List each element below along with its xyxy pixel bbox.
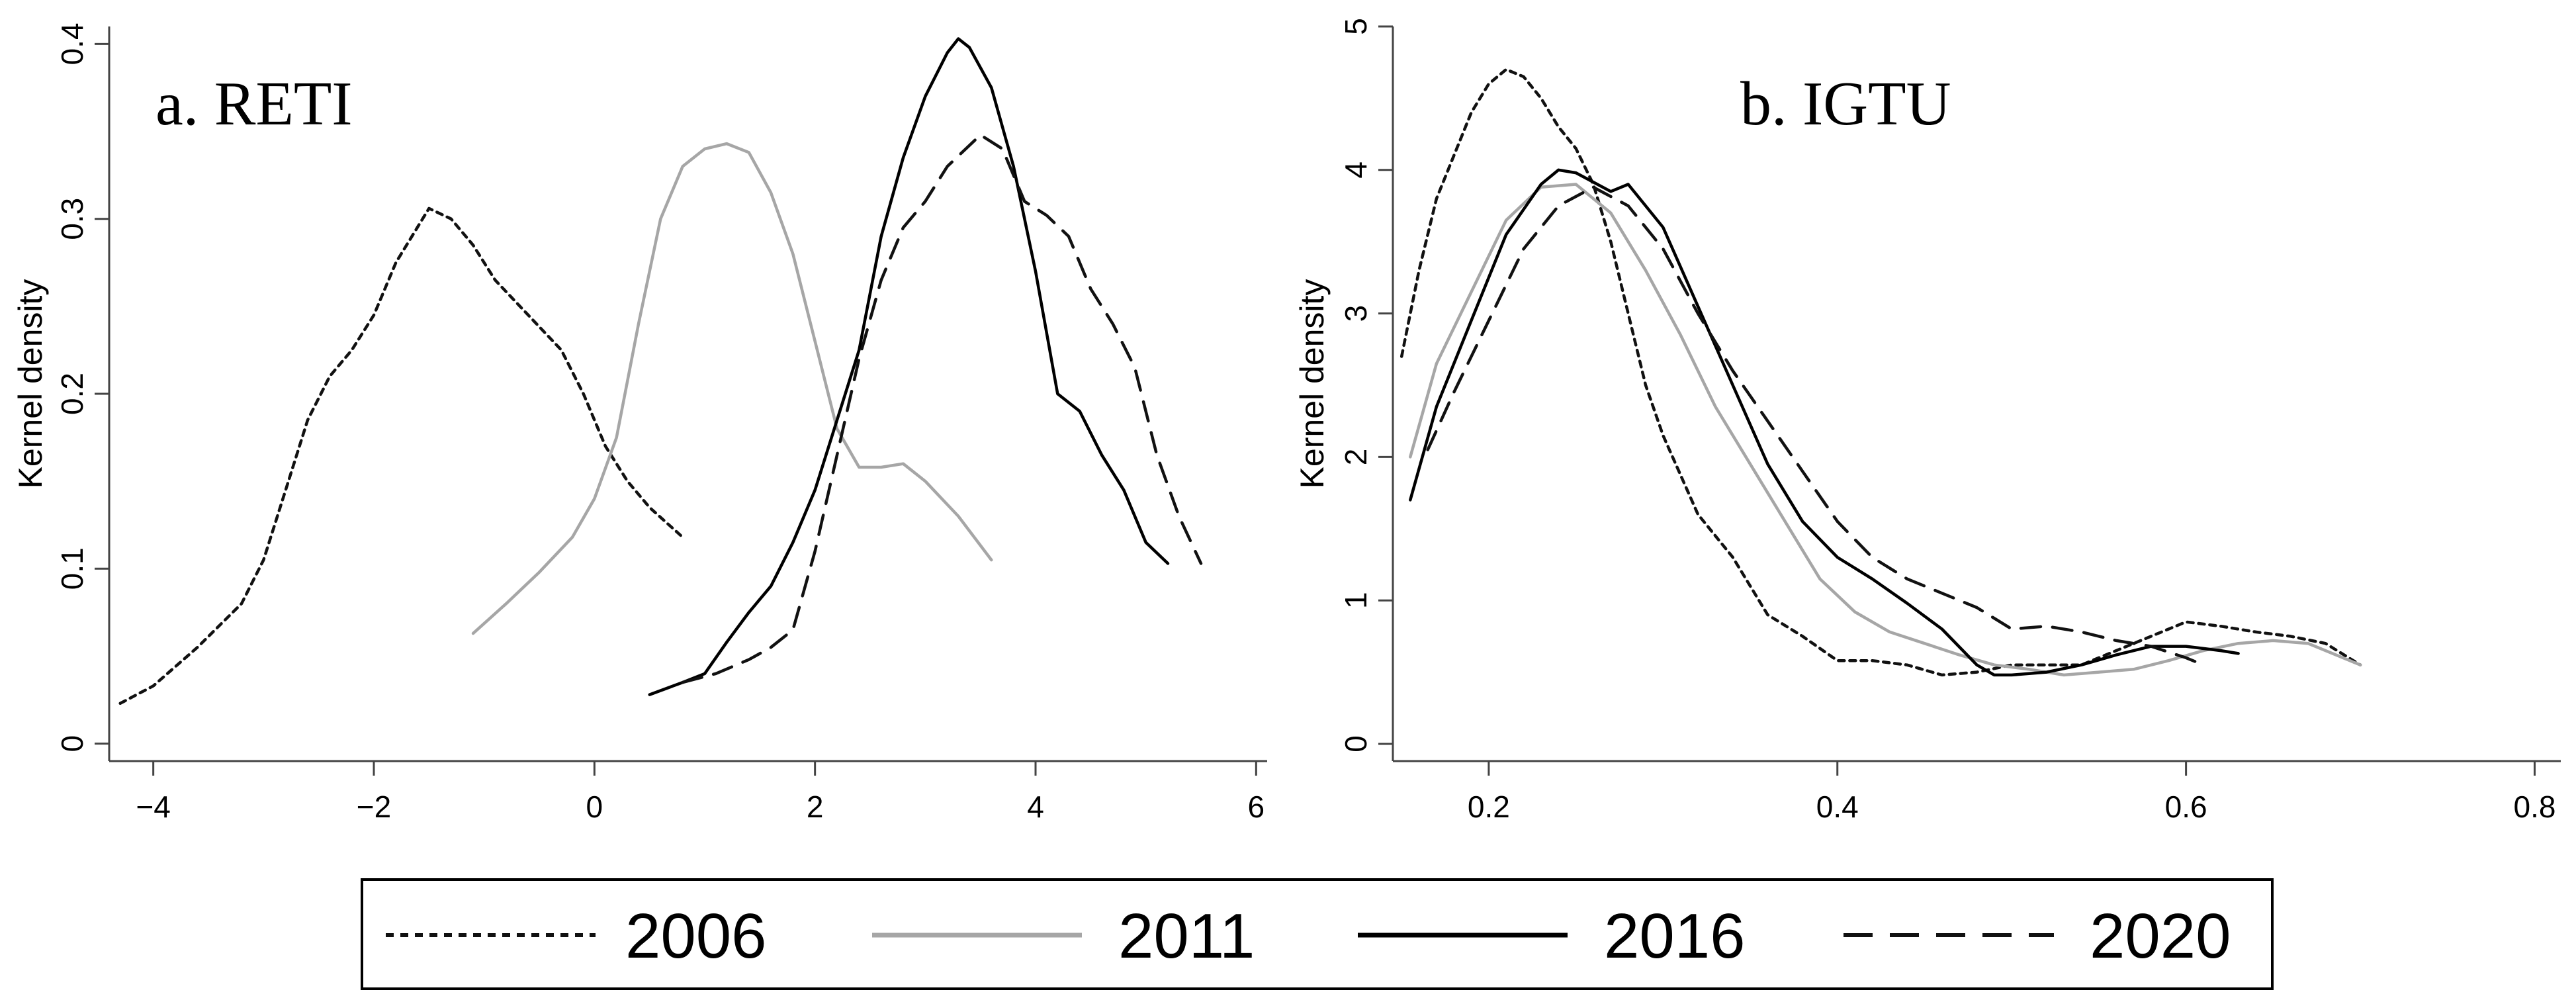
panel-a-axes: −4 −2 0 2 4 6 0 0.1 0.2 0.3 0.4	[55, 23, 1267, 824]
panel-b-xtick-label: 0.2	[1468, 790, 1510, 824]
panel-b-ylabel: Kernel density	[1294, 279, 1331, 489]
panel-b-series	[1399, 68, 2362, 677]
panel-b-xtick-label: 0.6	[2165, 790, 2207, 824]
panel-b-ytick-label: 3	[1339, 305, 1373, 322]
panel-b-xtick-label: 0.8	[2514, 790, 2556, 824]
panel-b-series-2011	[1409, 183, 2362, 677]
legend-label-2006: 2006	[625, 901, 767, 972]
legend-label-2016: 2016	[1604, 901, 1746, 972]
panel-a-xtick-label: −2	[357, 790, 391, 824]
panel-a-xtick-label: −4	[136, 790, 170, 824]
panel-b-axes: 0.2 0.4 0.6 0.8 0 1 2 3 4 5	[1339, 18, 2561, 824]
panel-a-reti: a. RETI Kernel density −4 −2 0 2 4 6 0 0.1 0.2 0.…	[12, 23, 1267, 824]
panel-a-ytick-label: 0.3	[55, 198, 89, 240]
panel-a-xtick-label: 2	[807, 790, 824, 824]
panel-b-ytick-label: 4	[1339, 161, 1373, 179]
panel-a-xtick-label: 6	[1248, 790, 1265, 824]
legend-label-2020: 2020	[2090, 901, 2231, 972]
panel-a-ytick-label: 0.1	[55, 547, 89, 590]
panel-b-igtu: b. IGTU Kernel density 0.2 0.4 0.6 0.8 0 1 2 3 4…	[1294, 18, 2561, 824]
legend: 2006 2011 2016 2020	[361, 878, 2274, 990]
panel-b-ytick-label: 2	[1339, 449, 1373, 466]
panel-a-xtick-label: 0	[586, 790, 603, 824]
panel-a-series-2020	[681, 133, 1203, 684]
panel-b-xtick-label: 0.4	[1816, 790, 1859, 824]
panel-a-series-2006	[118, 206, 684, 705]
panel-b-ytick-label: 5	[1339, 18, 1373, 35]
panel-a-ylabel: Kernel density	[12, 279, 49, 489]
panel-b-title: b. IGTU	[1740, 69, 1951, 138]
panel-a-ytick-label: 0.2	[55, 373, 89, 415]
panel-b-series-2016	[1409, 168, 2240, 677]
panel-a-title: a. RETI	[155, 69, 353, 138]
panel-a-ytick-label: 0	[55, 735, 89, 752]
panel-a-xtick-label: 4	[1027, 790, 1044, 824]
panel-a-series-2016	[648, 37, 1170, 696]
panel-b-ytick-label: 1	[1339, 592, 1373, 609]
legend-label-2011: 2011	[1118, 901, 1255, 972]
panel-a-series	[118, 37, 1203, 705]
panel-a-ytick-label: 0.4	[55, 23, 89, 65]
panel-b-series-2020	[1426, 185, 2205, 666]
panel-a-series-2011	[471, 142, 993, 635]
panel-b-ytick-label: 0	[1339, 735, 1373, 752]
panel-b-series-2006	[1399, 68, 2362, 677]
